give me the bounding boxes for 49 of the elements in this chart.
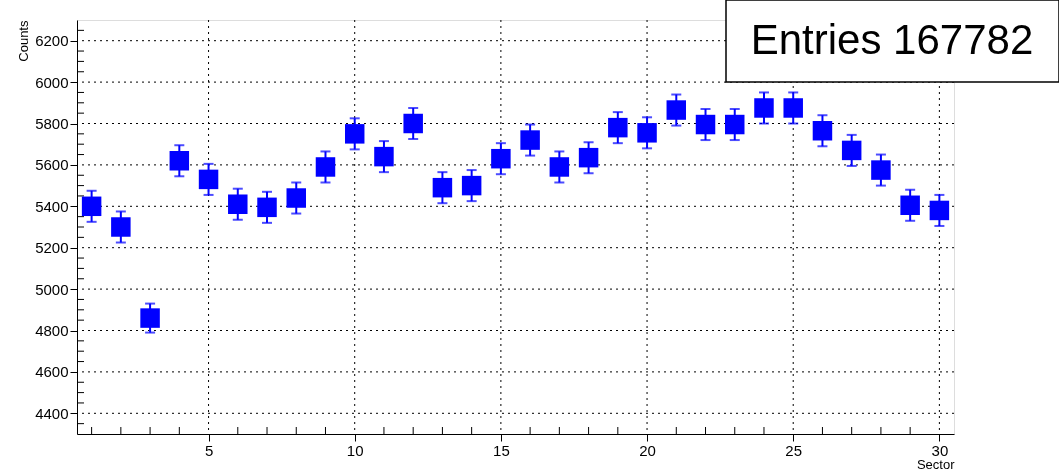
x-tick-label: 10 [346,441,364,459]
x-axis-title: Sector [916,456,956,472]
point [81,196,102,217]
point [140,308,160,328]
y-tick-label: 6000 [35,73,69,91]
point [637,123,657,143]
point [695,114,716,135]
point [198,169,219,190]
y-tick-label: 4600 [35,363,69,381]
x-tick-label: 15 [493,441,510,459]
point [432,177,453,198]
y-tick-label: 5600 [35,156,69,174]
x-tick-label: 5 [204,441,214,459]
point [608,117,628,138]
y-tick-label: 5000 [35,280,69,298]
x-tick-label: 20 [639,441,656,459]
point [871,160,891,180]
point [929,200,950,221]
point [520,130,540,150]
point [754,98,774,118]
point [812,121,833,141]
y-tick-label: 5400 [35,197,69,215]
point [783,98,803,118]
y-tick-label: 4400 [35,404,69,422]
point [315,157,336,177]
y-tick-label: 5800 [35,115,69,132]
point [111,217,131,237]
point [286,188,306,208]
point [344,124,365,144]
point [549,157,570,177]
y-tick-label: 6200 [35,32,69,50]
point [257,197,277,218]
point [900,195,920,216]
point [169,151,190,171]
point [841,140,862,161]
x-tick-label: 25 [785,441,803,459]
point [578,147,599,168]
point [374,146,394,167]
y-axis-title: Counts [16,20,32,62]
point [403,113,423,134]
y-tick-label: 4800 [35,322,69,339]
y-tick-label: 5200 [35,239,69,257]
x-tick-label: 30 [931,441,949,459]
annotation: Entries 167782 [750,16,1034,63]
point [491,148,511,169]
point [666,100,687,120]
point [461,175,482,196]
point [228,194,248,214]
point [725,114,745,135]
